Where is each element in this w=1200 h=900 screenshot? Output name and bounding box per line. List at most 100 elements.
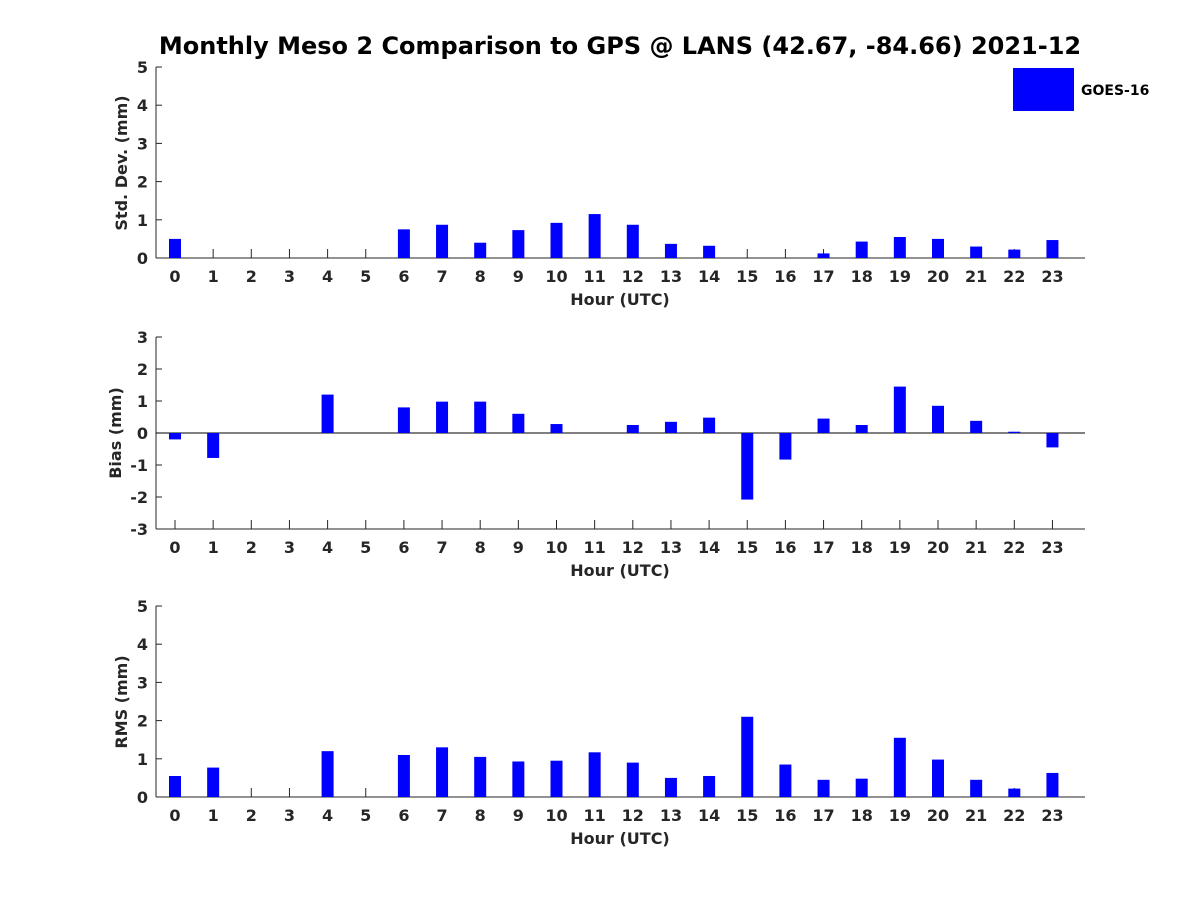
bar-hour-16	[779, 764, 792, 797]
bar-hour-8	[474, 401, 487, 433]
bar-hour-14	[703, 245, 716, 258]
bar-hour-18	[855, 778, 868, 797]
bar-hour-9	[512, 413, 525, 433]
bar-hour-18	[855, 425, 868, 433]
bar-hour-6	[397, 754, 410, 797]
x-tick-label: 19	[889, 538, 911, 557]
x-tick-label: 18	[851, 806, 873, 825]
x-tick-label: 20	[927, 806, 949, 825]
bar-hour-19	[893, 737, 906, 797]
x-tick-label: 0	[169, 806, 180, 825]
x-tick-label: 4	[322, 267, 333, 286]
x-tick-label: 4	[322, 538, 333, 557]
bar-hour-12	[626, 425, 639, 433]
bar-hour-23	[1046, 433, 1059, 448]
x-tick-label: 12	[622, 806, 644, 825]
y-tick-label: 2	[137, 173, 148, 192]
bar-hour-21	[970, 246, 983, 258]
x-tick-label: 6	[398, 806, 409, 825]
x-tick-label: 23	[1041, 806, 1063, 825]
bar-hour-20	[932, 405, 944, 433]
bar-hour-12	[626, 762, 639, 797]
y-axis-label: RMS (mm)	[112, 655, 131, 748]
x-tick-label: 23	[1041, 538, 1063, 557]
y-tick-label: 2	[137, 712, 148, 731]
y-tick-label: -3	[130, 520, 148, 539]
bar-hour-21	[970, 420, 983, 433]
bar-hour-13	[664, 777, 677, 797]
x-tick-label: 12	[622, 538, 644, 557]
x-tick-label: 22	[1003, 538, 1025, 557]
x-tick-label: 14	[698, 806, 720, 825]
y-tick-label: 0	[137, 249, 148, 268]
x-tick-label: 15	[736, 267, 758, 286]
x-tick-label: 16	[774, 267, 796, 286]
x-tick-label: 16	[774, 806, 796, 825]
x-axis-label: Hour (UTC)	[570, 290, 670, 309]
x-tick-label: 7	[436, 538, 447, 557]
y-tick-label: 0	[137, 424, 148, 443]
bar-hour-1	[207, 767, 220, 797]
x-tick-label: 5	[360, 806, 371, 825]
x-tick-label: 17	[812, 267, 834, 286]
x-tick-label: 13	[660, 538, 682, 557]
x-tick-label: 9	[513, 538, 524, 557]
bar-hour-12	[626, 224, 639, 258]
x-tick-label: 3	[284, 806, 295, 825]
bar-hour-13	[664, 243, 677, 258]
y-tick-label: 4	[137, 635, 148, 654]
y-tick-label: 3	[137, 328, 148, 347]
bar-hour-19	[893, 386, 906, 433]
x-tick-label: 21	[965, 806, 987, 825]
bar-hour-6	[397, 407, 410, 433]
bar-hour-22	[1008, 431, 1021, 433]
x-tick-label: 2	[246, 267, 257, 286]
x-tick-label: 15	[736, 806, 758, 825]
bar-hour-6	[397, 229, 410, 258]
bar-hour-7	[436, 747, 449, 797]
x-tick-label: 17	[812, 806, 834, 825]
x-tick-label: 18	[851, 538, 873, 557]
bar-hour-13	[664, 421, 677, 433]
x-tick-label: 5	[360, 538, 371, 557]
bar-hour-7	[436, 401, 449, 433]
y-axis-label: Std. Dev. (mm)	[112, 95, 131, 230]
y-tick-label: 5	[137, 597, 148, 616]
x-tick-label: 11	[584, 267, 606, 286]
bar-hour-15	[741, 716, 754, 797]
bar-hour-23	[1046, 772, 1059, 797]
bar-hour-4	[321, 751, 334, 797]
x-tick-label: 3	[284, 538, 295, 557]
bar-hour-0	[169, 238, 181, 258]
bar-hour-17	[817, 418, 830, 433]
bar-hour-8	[474, 242, 487, 258]
x-tick-label: 11	[584, 806, 606, 825]
bar-hour-20	[932, 238, 944, 258]
bar-hour-20	[932, 759, 944, 797]
legend-swatch	[1013, 68, 1074, 111]
y-tick-label: 3	[137, 134, 148, 153]
x-tick-label: 21	[965, 267, 987, 286]
x-tick-label: 13	[660, 806, 682, 825]
x-tick-label: 14	[698, 267, 720, 286]
bar-hour-15	[741, 433, 754, 500]
x-tick-label: 1	[208, 267, 219, 286]
bar-hour-10	[550, 222, 563, 258]
x-tick-label: 17	[812, 538, 834, 557]
x-tick-label: 1	[208, 538, 219, 557]
bar-hour-21	[970, 779, 983, 797]
x-tick-label: 11	[584, 538, 606, 557]
bar-hour-0	[169, 775, 181, 797]
x-tick-label: 15	[736, 538, 758, 557]
x-tick-label: 22	[1003, 806, 1025, 825]
bar-hour-22	[1008, 788, 1021, 797]
x-tick-label: 20	[927, 267, 949, 286]
legend: GOES-16	[1013, 68, 1149, 111]
x-tick-label: 2	[246, 806, 257, 825]
legend-label: GOES-16	[1081, 83, 1149, 99]
y-tick-label: 0	[137, 788, 148, 807]
